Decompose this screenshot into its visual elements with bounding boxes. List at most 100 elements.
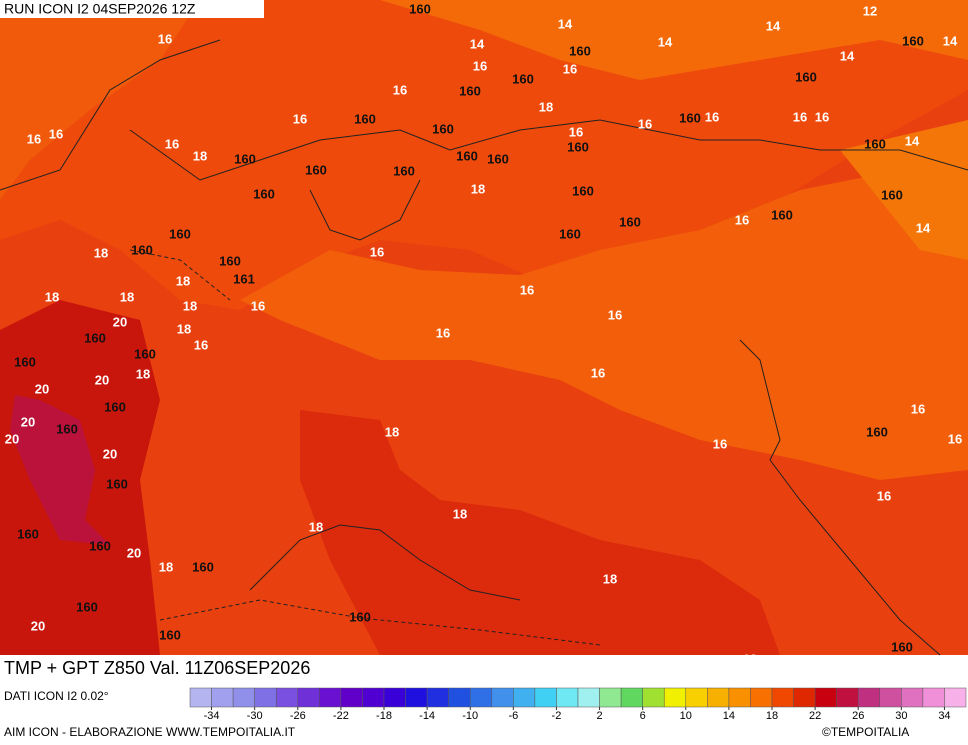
colorbar-tick-label: -34 (204, 710, 220, 722)
contour-label: 160 (866, 424, 888, 439)
contour-label: 16 (436, 325, 450, 340)
contour-label: 14 (943, 33, 958, 48)
contour-label: 160 (192, 559, 214, 574)
contour-label: 16 (194, 337, 208, 352)
colorbar-swatch (663, 687, 687, 708)
colorbar-swatch (879, 687, 902, 708)
contour-label: 20 (95, 372, 109, 387)
contour-label: 160 (567, 139, 589, 154)
contour-label: 20 (5, 431, 19, 446)
colorbar-swatch (901, 687, 924, 708)
contour-label: 16 (293, 111, 307, 126)
contour-label: 18 (45, 289, 59, 304)
contour-label: 160 (679, 110, 701, 125)
contour-label: 161 (233, 271, 255, 286)
colorbar-swatch (534, 687, 557, 708)
contour-label: 18 (159, 559, 173, 574)
contour-label: 16 (735, 212, 749, 227)
colorbar-tick-label: -6 (508, 710, 518, 722)
colorbar-swatch (405, 687, 428, 708)
contour-label: 18 (309, 519, 323, 534)
contour-label: 16 (591, 365, 605, 380)
colorbar-swatch (340, 687, 363, 708)
contour-label: 20 (21, 414, 35, 429)
contour-label: 14 (766, 18, 781, 33)
contour-label: 160 (17, 526, 39, 541)
contour-label: 160 (771, 207, 793, 222)
colorbar-tick-label: 10 (680, 710, 692, 722)
contour-label: 160 (864, 136, 886, 151)
contour-label: 160 (84, 330, 106, 345)
contour-label: 14 (905, 133, 920, 148)
contour-label: 160 (219, 253, 241, 268)
contour-label: 16 (877, 488, 891, 503)
contour-label: 18 (603, 571, 617, 586)
colorbar-swatch (211, 687, 234, 708)
colorbar-swatch (922, 687, 945, 708)
contour-label: 18 (193, 148, 207, 163)
contour-label: 160 (459, 83, 481, 98)
colorbar-swatch (707, 687, 730, 708)
colorbar-tick-label: 14 (723, 710, 735, 722)
contour-label: 16 (158, 31, 172, 46)
colorbar-tick-label: -26 (290, 710, 306, 722)
colorbar-swatch (513, 687, 536, 708)
contour-label: 14 (658, 34, 673, 49)
colorbar: -34 -30 -26 -22 -18 -14 -10 -6 -2 2 6 10 14 18 22 26 30 3… (189, 687, 967, 722)
contour-label: 20 (127, 545, 141, 560)
contour-label: 16 (793, 109, 807, 124)
colorbar-swatch (556, 687, 579, 708)
contour-label: 18 (94, 245, 108, 260)
contour-label: 160 (512, 71, 534, 86)
border (0, 39, 968, 241)
contour-label: 16 (370, 244, 384, 259)
contour-label: 20 (35, 381, 49, 396)
contour-label: 16 (638, 116, 652, 131)
contour-label: 160 (456, 148, 478, 163)
contour-label: 18 (136, 366, 150, 381)
colorbar-swatch (599, 687, 622, 708)
colorbar-swatch (426, 687, 449, 708)
contour-label: 20 (31, 618, 45, 633)
contour-label: 18 (177, 321, 191, 336)
contour-label: 160 (891, 639, 913, 654)
contour-label: 16 (713, 436, 727, 451)
title-box (0, 655, 412, 685)
contour-label: 160 (409, 1, 431, 16)
contour-label: 160 (349, 609, 371, 624)
colorbar-tick-label: -30 (247, 710, 263, 722)
contour-label: 16 (705, 109, 719, 124)
source: DATI ICON I2 0.02° (4, 689, 109, 703)
contour-label: 160 (134, 346, 156, 361)
colorbar-tick-label: 6 (640, 710, 646, 722)
contour-label: 160 (902, 33, 924, 48)
contour-label: 160 (487, 151, 509, 166)
temperature-zone (240, 150, 968, 480)
contour-label: 16 (563, 61, 577, 76)
colorbar-swatch (750, 687, 773, 708)
colorbar-swatch (685, 687, 708, 708)
contour-label: 160 (89, 538, 111, 553)
temperature-zone (10, 395, 110, 545)
contour-label: 18 (453, 506, 467, 521)
colorbar-swatch (642, 687, 665, 708)
colorbar-swatch (814, 687, 837, 708)
colorbar-tick-label: 18 (766, 710, 778, 722)
temperature-zone (300, 410, 780, 655)
colorbar-swatch (297, 687, 320, 708)
contour-label: 160 (354, 111, 376, 126)
contour-label: 18 (385, 424, 399, 439)
contour-label: 160 (76, 599, 98, 614)
colorbar-swatch (448, 687, 471, 708)
coastline (249, 339, 941, 656)
contour-label: 16 (165, 136, 179, 151)
contour-label: 160 (159, 627, 181, 642)
colorbar-swatch (491, 687, 514, 708)
contour-label: 160 (572, 183, 594, 198)
contour-label: 16 (473, 58, 487, 73)
contour-label: 16 (520, 282, 534, 297)
colorbar-swatch (836, 687, 859, 708)
colorbar-tick-label: 22 (809, 710, 821, 722)
contour-label: 14 (558, 16, 573, 31)
